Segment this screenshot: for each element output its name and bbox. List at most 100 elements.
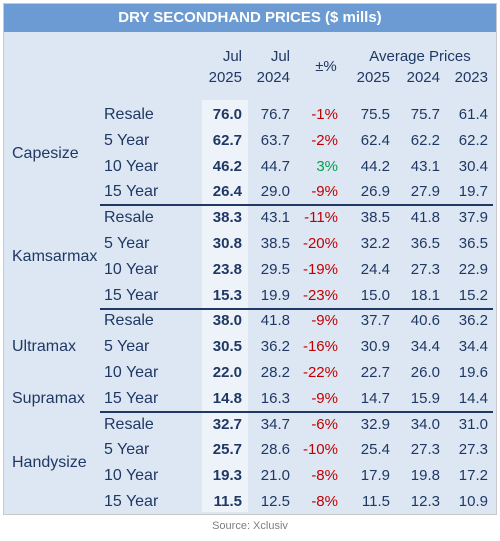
row-label: 10 Year — [104, 157, 159, 175]
price-cell: 41.8 — [260, 312, 290, 330]
price-cell: 38.3 — [212, 209, 242, 227]
price-cell: 22.7 — [360, 364, 390, 381]
price-cell: 24.4 — [360, 260, 390, 278]
price-cell: 43.1 — [260, 209, 290, 227]
price-cell: 62.2 — [410, 131, 440, 149]
price-cell: 27.3 — [410, 260, 440, 278]
price-cell: 18.1 — [410, 286, 440, 304]
price-cell: 19.3 — [212, 467, 242, 485]
price-cell: 34.4 — [410, 338, 440, 356]
change-cell: -10% — [302, 441, 338, 459]
price-cell: 32.9 — [360, 415, 390, 433]
row-label: 5 Year — [104, 235, 150, 252]
row-label: 10 Year — [104, 260, 159, 278]
price-cell: 14.8 — [212, 389, 242, 407]
change-cell: -23% — [302, 286, 338, 304]
price-cell: 62.4 — [360, 131, 390, 149]
price-cell: 11.5 — [361, 493, 390, 510]
price-cell: 28.6 — [260, 441, 290, 459]
price-cell: 23.8 — [212, 260, 242, 278]
price-cell: 36.2 — [260, 338, 290, 356]
price-cell: 40.6 — [410, 312, 440, 330]
price-cell: 37.7 — [360, 312, 390, 330]
price-cell: 31.0 — [458, 415, 488, 433]
group-separator — [100, 410, 493, 413]
header-year: 2024 — [406, 69, 440, 86]
row-label: 5 Year — [104, 338, 150, 356]
change-cell: -9% — [311, 183, 338, 201]
change-cell: -20% — [302, 235, 338, 252]
price-cell: 25.7 — [212, 441, 242, 459]
price-cell: 44.7 — [260, 157, 290, 175]
group-label: Kamsarmax — [12, 247, 98, 265]
change-cell: 3% — [316, 157, 338, 175]
change-cell: -19% — [302, 260, 338, 278]
change-cell: -9% — [311, 389, 338, 407]
row-label: 10 Year — [104, 467, 159, 485]
price-cell: 29.0 — [260, 183, 290, 201]
price-cell: 43.1 — [410, 157, 440, 175]
price-cell: 28.2 — [260, 364, 290, 381]
price-cell: 17.9 — [360, 467, 390, 485]
price-cell: 75.5 — [360, 106, 390, 123]
change-cell: -16% — [302, 338, 338, 356]
price-cell: 30.8 — [212, 235, 242, 252]
header-year: 2025 — [208, 69, 242, 86]
price-cell: 27.3 — [410, 441, 440, 459]
change-cell: -8% — [311, 493, 338, 510]
price-cell: 27.9 — [410, 183, 440, 201]
price-cell: 46.2 — [212, 157, 242, 175]
price-cell: 34.7 — [260, 415, 290, 433]
group-label: Capesize — [12, 144, 79, 162]
price-cell: 38.0 — [212, 312, 242, 330]
price-cell: 61.4 — [458, 106, 488, 123]
price-cell: 36.2 — [458, 312, 488, 330]
price-cell: 34.0 — [410, 415, 440, 433]
price-cell: 32.7 — [212, 415, 242, 433]
change-cell: -22% — [302, 364, 338, 381]
row-label: 15 Year — [104, 493, 159, 510]
header-year: 2025 — [356, 69, 390, 86]
price-cell: 15.0 — [360, 286, 390, 304]
price-cell: 15.2 — [458, 286, 488, 304]
change-cell: -2% — [311, 131, 338, 149]
row-label: Resale — [104, 106, 154, 123]
price-cell: 27.3 — [458, 441, 488, 459]
price-cell: 30.9 — [360, 338, 390, 356]
header-month: Jul — [270, 48, 290, 65]
price-cell: 62.2 — [458, 131, 488, 149]
price-cell: 26.9 — [360, 183, 390, 201]
group-label: Supramax — [12, 389, 85, 407]
row-label: 15 Year — [104, 286, 159, 304]
group-label: Ultramax — [12, 338, 77, 356]
group-separator — [100, 307, 493, 310]
price-cell: 63.7 — [260, 131, 290, 149]
price-cell: 38.5 — [360, 209, 390, 227]
price-cell: 76.7 — [260, 106, 290, 123]
change-cell: -1% — [311, 106, 338, 123]
row-label: Resale — [104, 415, 154, 433]
price-cell: 34.4 — [458, 338, 488, 356]
price-cell: 75.7 — [410, 106, 440, 123]
price-cell: 30.4 — [458, 157, 488, 175]
row-label: Resale — [104, 312, 154, 330]
price-cell: 62.7 — [212, 131, 242, 149]
header-month: Jul — [222, 48, 242, 65]
header-change: ±% — [315, 58, 337, 75]
price-cell: 30.5 — [212, 338, 242, 356]
source-note: Source: Xclusiv — [212, 520, 288, 532]
price-cell: 19.7 — [458, 183, 488, 201]
price-cell: 36.5 — [458, 235, 488, 252]
header-year: 2024 — [256, 69, 290, 86]
price-cell: 22.9 — [458, 260, 488, 278]
row-label: 10 Year — [104, 364, 159, 381]
price-cell: 19.6 — [458, 364, 488, 381]
price-cell: 11.5 — [213, 493, 242, 510]
table-title: DRY SECONDHAND PRICES ($ mills) — [4, 4, 496, 32]
price-cell: 12.5 — [260, 493, 290, 510]
price-cell: 22.0 — [212, 364, 242, 381]
price-cell: 12.3 — [410, 493, 440, 510]
row-label: 15 Year — [104, 183, 159, 201]
group-label: Handysize — [12, 454, 87, 472]
